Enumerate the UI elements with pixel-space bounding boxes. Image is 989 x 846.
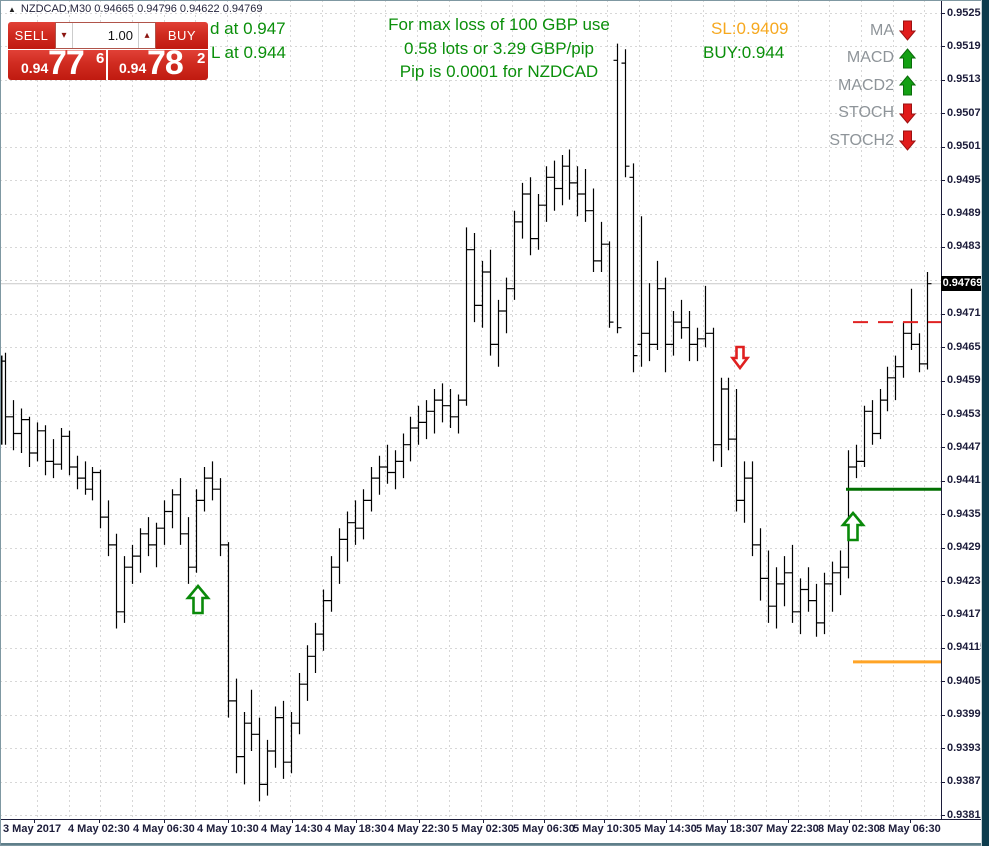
price-axis[interactable]: 0.95255 0.95195 0.95135 0.95075 0.95015 0.949… — [942, 0, 987, 821]
indicator-row-ma: MA — [758, 17, 916, 45]
price-tick-label: 0.94055 — [947, 674, 987, 687]
price-tick-label: 0.94115 — [947, 641, 987, 654]
time-tick-label: 5 May 18:30 — [696, 823, 758, 835]
price-tick-label: 0.94835 — [947, 240, 987, 253]
price-tick-label: 0.94655 — [947, 340, 987, 353]
indicator-row-macd2: MACD2 — [758, 72, 916, 100]
time-tick-label: 5 May 14:30 — [635, 823, 697, 835]
time-tick-label: 5 May 06:30 — [513, 823, 575, 835]
buy-button[interactable]: 0.94 78 2 — [108, 44, 208, 82]
indicator-label: STOCH — [838, 104, 894, 122]
price-tick-label: 0.95075 — [947, 106, 987, 119]
time-tick-label: 8 May 02:30 — [818, 823, 880, 835]
annotation-risk-line2: 0.58 lots or 3.29 GBP/pip — [404, 38, 594, 58]
annotation-entry-line1: d at 0.947 — [210, 19, 286, 38]
annotation-entry-line2: L at 0.944 — [211, 43, 286, 62]
price-tick-label: 0.94955 — [947, 173, 987, 186]
sell-button[interactable]: 0.94 77 6 — [8, 44, 106, 82]
indicator-arrow-down-icon — [899, 20, 916, 42]
annotation-risk-line1: For max loss of 100 GBP use — [388, 15, 610, 34]
window-bottom-edge — [0, 843, 989, 845]
time-tick-label: 4 May 06:30 — [133, 823, 195, 835]
price-tick-label: 0.95135 — [947, 73, 987, 86]
sell-price-integer: 0.94 — [21, 60, 49, 76]
volume-stepper[interactable]: ▾ 1.00 ▴ — [55, 22, 156, 49]
time-tick-label: 8 May 06:30 — [879, 823, 941, 835]
price-tick-label: 0.94175 — [947, 608, 987, 621]
time-tick-label: 4 May 10:30 — [197, 823, 259, 835]
time-tick-label: 5 May 02:30 — [452, 823, 514, 835]
price-tick-label: 0.94595 — [947, 374, 987, 387]
annotation-sl: SL:0.9409 — [711, 19, 789, 38]
price-tick-label: 0.93935 — [947, 741, 987, 754]
price-tick-label: 0.94295 — [947, 541, 987, 554]
volume-field[interactable]: 1.00 — [107, 28, 133, 43]
current-price-box: 0.94769 — [941, 276, 984, 292]
price-tick-label: 0.94895 — [947, 207, 987, 220]
time-tick-label: 4 May 18:30 — [325, 823, 387, 835]
price-tick-label: 0.94535 — [947, 407, 987, 420]
annotation-risk-info: For max loss of 100 GBP use 0.58 lots or… — [363, 13, 635, 84]
price-tick-label: 0.94355 — [947, 507, 987, 520]
time-tick-label: 4 May 14:30 — [261, 823, 323, 835]
price-tick-label: 0.95015 — [947, 140, 987, 153]
price-tick-label: 0.93995 — [947, 708, 987, 721]
panel-collapse-icon[interactable]: ▲ — [8, 4, 16, 14]
indicator-signal-panel: MA MACD MACD2 STOCH STOCH2 — [758, 17, 916, 155]
time-tick-label: 7 May 22:30 — [757, 823, 819, 835]
one-click-trade-panel: SELL ▾ 1.00 ▴ BUY 0.94 77 6 0.94 78 2 — [8, 22, 208, 82]
price-tick-label: 0.93875 — [947, 775, 987, 788]
annotation-risk-line3: Pip is 0.0001 for NZDCAD — [399, 62, 599, 81]
chart-title: NZDCAD,M30 0.94665 0.94796 0.94622 0.947… — [20, 3, 263, 15]
price-tick-label: 0.94235 — [947, 574, 987, 587]
time-axis[interactable]: 3 May 2017 4 May 02:30 4 May 06:30 4 May 10… — [0, 820, 941, 840]
price-tick-label: 0.94415 — [947, 474, 987, 487]
indicator-row-macd: MACD — [758, 45, 916, 73]
sell-price-point: 6 — [96, 50, 105, 67]
indicator-row-stoch: STOCH — [758, 100, 916, 128]
indicator-arrow-down-icon — [899, 130, 916, 152]
price-tick-label: 0.95195 — [947, 39, 987, 52]
buy-price-integer: 0.94 — [119, 60, 147, 76]
indicator-row-stoch2: STOCH2 — [758, 127, 916, 155]
indicator-arrow-down-icon — [899, 103, 916, 124]
chart-title-bar: ▲ NZDCAD,M30 0.94665 0.94796 0.94622 0.9… — [8, 3, 262, 15]
price-tick-label: 0.93815 — [947, 808, 987, 821]
time-tick-label: 3 May 2017 — [3, 823, 62, 835]
indicator-label: MACD — [846, 49, 894, 67]
indicator-label: STOCH2 — [829, 131, 894, 149]
time-tick-label: 4 May 22:30 — [388, 823, 450, 835]
price-tick-label: 0.95255 — [947, 6, 987, 19]
buy-label: BUY — [156, 22, 208, 49]
price-tick-label: 0.94715 — [947, 307, 987, 320]
annotation-buy: BUY:0.944 — [703, 43, 785, 62]
indicator-label: MA — [870, 21, 894, 39]
volume-decrease-button[interactable]: ▾ — [56, 23, 73, 48]
time-tick-label: 5 May 10:30 — [573, 823, 635, 835]
indicator-label: MACD2 — [837, 76, 894, 94]
sell-price-pips: 77 — [48, 44, 85, 82]
window-edge-strip — [982, 0, 989, 846]
buy-price-point: 2 — [197, 50, 206, 67]
volume-increase-button[interactable]: ▴ — [138, 23, 155, 48]
indicator-arrow-up-icon — [899, 75, 916, 96]
sell-label: SELL — [8, 22, 55, 49]
time-tick-label: 4 May 02:30 — [68, 823, 130, 835]
buy-price-pips: 78 — [147, 44, 184, 82]
price-tick-label: 0.94475 — [947, 440, 987, 453]
indicator-arrow-up-icon — [899, 47, 916, 69]
window-edge-divider — [981, 0, 982, 846]
